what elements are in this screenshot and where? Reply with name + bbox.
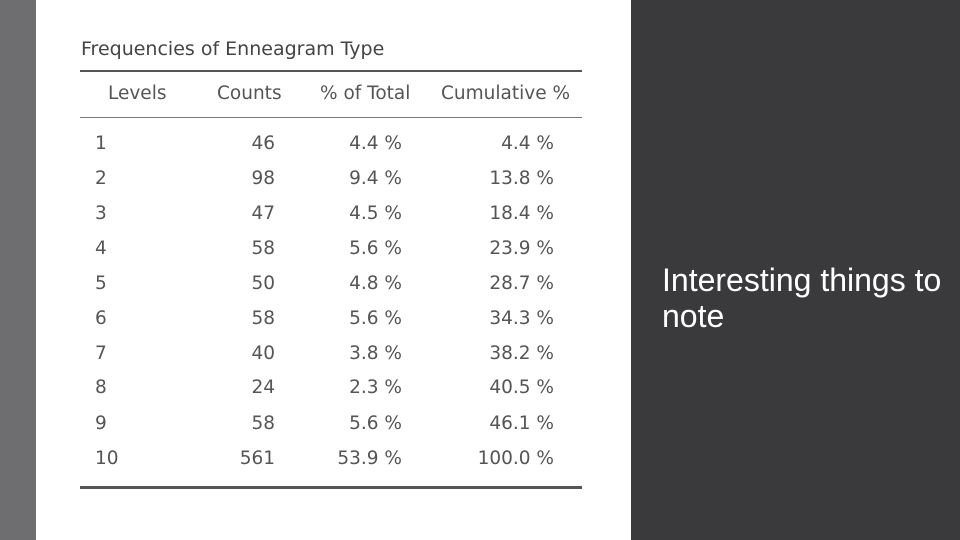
cell-count: 561 — [239, 448, 275, 469]
header-levels: Levels — [108, 83, 167, 104]
table-row: 9 58 5.6 % 46.1 % — [0, 412, 960, 436]
table-row: 5 50 4.8 % 28.7 % — [0, 272, 960, 296]
cell-level: 3 — [95, 203, 107, 224]
cell-level: 10 — [95, 448, 119, 469]
cell-cumulative: 4.4 % — [501, 133, 554, 154]
table-image-panel — [36, 0, 631, 540]
table-row: 8 24 2.3 % 40.5 % — [0, 376, 960, 400]
cell-count: 58 — [251, 308, 275, 329]
cell-pct-total: 53.9 % — [337, 448, 402, 469]
header-pct-total: % of Total — [320, 83, 411, 104]
cell-level: 2 — [95, 168, 107, 189]
cell-level: 1 — [95, 133, 107, 154]
table-row: 10 561 53.9 % 100.0 % — [0, 447, 960, 471]
cell-cumulative: 40.5 % — [489, 377, 554, 398]
table-title: Frequencies of Enneagram Type — [81, 38, 385, 60]
cell-pct-total: 3.8 % — [349, 343, 402, 364]
cell-pct-total: 4.4 % — [349, 133, 402, 154]
cell-count: 58 — [251, 238, 275, 259]
cell-pct-total: 4.5 % — [349, 203, 402, 224]
side-note-text: Interesting things to note — [662, 262, 942, 334]
cell-count: 50 — [251, 273, 275, 294]
cell-level: 7 — [95, 343, 107, 364]
cell-level: 4 — [95, 238, 107, 259]
cell-level: 5 — [95, 273, 107, 294]
cell-pct-total: 5.6 % — [349, 238, 402, 259]
notes-panel — [631, 0, 960, 540]
cell-cumulative: 23.9 % — [489, 238, 554, 259]
table-bottom-rule — [80, 486, 582, 489]
slide-left-bar — [0, 0, 36, 540]
table-row: 7 40 3.8 % 38.2 % — [0, 342, 960, 366]
table-row: 6 58 5.6 % 34.3 % — [0, 307, 960, 331]
cell-pct-total: 4.8 % — [349, 273, 402, 294]
cell-count: 58 — [251, 413, 275, 434]
table-row: 2 98 9.4 % 13.8 % — [0, 167, 960, 191]
cell-level: 8 — [95, 377, 107, 398]
cell-level: 9 — [95, 413, 107, 434]
cell-cumulative: 38.2 % — [489, 343, 554, 364]
cell-cumulative: 100.0 % — [477, 448, 554, 469]
table-header-rule — [80, 117, 582, 118]
table-row: 3 47 4.5 % 18.4 % — [0, 202, 960, 226]
cell-cumulative: 13.8 % — [489, 168, 554, 189]
header-cumulative: Cumulative % — [441, 83, 571, 104]
cell-pct-total: 5.6 % — [349, 308, 402, 329]
cell-pct-total: 9.4 % — [349, 168, 402, 189]
cell-count: 98 — [251, 168, 275, 189]
cell-cumulative: 34.3 % — [489, 308, 554, 329]
cell-cumulative: 18.4 % — [489, 203, 554, 224]
cell-level: 6 — [95, 308, 107, 329]
header-counts: Counts — [217, 83, 282, 104]
table-row: 1 46 4.4 % 4.4 % — [0, 132, 960, 156]
cell-count: 47 — [251, 203, 275, 224]
table-row: 4 58 5.6 % 23.9 % — [0, 237, 960, 261]
cell-pct-total: 5.6 % — [349, 413, 402, 434]
cell-count: 24 — [251, 377, 275, 398]
cell-pct-total: 2.3 % — [349, 377, 402, 398]
cell-count: 40 — [251, 343, 275, 364]
table-top-rule — [80, 70, 582, 72]
cell-cumulative: 28.7 % — [489, 273, 554, 294]
cell-cumulative: 46.1 % — [489, 413, 554, 434]
cell-count: 46 — [251, 133, 275, 154]
